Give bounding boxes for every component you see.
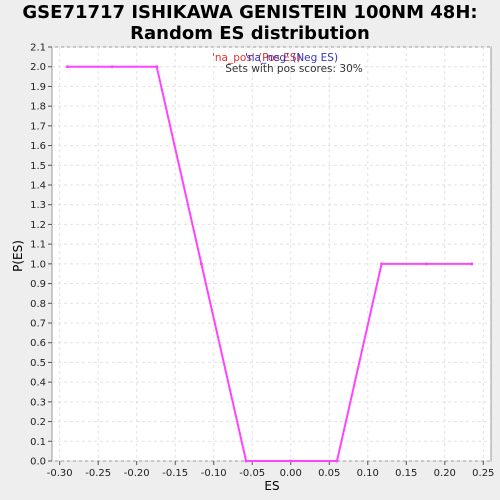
x-tick-label: -0.20 bbox=[124, 468, 150, 479]
x-tick-label: -0.30 bbox=[47, 468, 73, 479]
legend-entry-pos: 'na_pos' (Pos ES) bbox=[212, 52, 301, 64]
x-tick-label: -0.10 bbox=[201, 468, 227, 479]
x-tick-label: -0.25 bbox=[85, 468, 111, 479]
y-tick-label: 0.0 bbox=[30, 457, 46, 468]
y-tick-label: 1.6 bbox=[30, 141, 46, 152]
series-group bbox=[65, 65, 474, 463]
y-tick-label: 1.2 bbox=[30, 220, 46, 231]
y-tick-label: 1.3 bbox=[30, 200, 46, 211]
y-tick-label: 1.9 bbox=[30, 82, 46, 93]
series-point bbox=[155, 65, 159, 69]
chart-title-line-2: Random ES distribution bbox=[130, 23, 370, 44]
series-point bbox=[65, 65, 69, 69]
series-point bbox=[470, 262, 474, 266]
y-axis: 0.0 0.1 0.2 0.3 0.4 0.5 0.6 0.7 0.8 0.9 1.0 1.1 1.2 1… bbox=[30, 43, 52, 468]
y-tick-label: 1.1 bbox=[30, 240, 46, 251]
y-tick-label: 0.2 bbox=[30, 417, 46, 428]
x-tick-label: 0.15 bbox=[395, 468, 417, 479]
chart-title-line-1: GSE71717 ISHIKAWA GENISTEIN 100NM 48H: bbox=[22, 2, 478, 23]
series-line bbox=[67, 65, 472, 462]
legend-entry-neg: 'na_neg' (Neg ES) bbox=[245, 52, 338, 64]
x-axis: -0.30 -0.25 -0.20 -0.15 -0.10 -0.05 0.00 0.05 0.… bbox=[47, 461, 494, 479]
y-tick-label: 1.0 bbox=[30, 259, 46, 270]
y-tick-label: 0.5 bbox=[30, 358, 46, 369]
series-point bbox=[335, 459, 339, 463]
series-point bbox=[424, 262, 428, 266]
series-point bbox=[110, 65, 114, 69]
y-tick-label: 0.9 bbox=[30, 279, 46, 290]
y-tick-label: 1.4 bbox=[30, 181, 46, 192]
y-tick-label: 0.7 bbox=[30, 319, 46, 330]
y-tick-label: 0.8 bbox=[30, 299, 46, 310]
series-point bbox=[244, 459, 248, 463]
y-tick-label: 0.6 bbox=[30, 338, 46, 349]
y-tick-label: 0.4 bbox=[30, 378, 46, 389]
chart-title: GSE71717 ISHIKAWA GENISTEIN 100NM 48H: R… bbox=[0, 2, 500, 44]
y-tick-label: 0.3 bbox=[30, 397, 46, 408]
x-tick-label: 0.25 bbox=[472, 468, 494, 479]
plot-background bbox=[51, 46, 492, 462]
y-tick-label: 1.5 bbox=[30, 161, 46, 172]
series-point bbox=[289, 459, 293, 463]
x-axis-title: ES bbox=[264, 479, 279, 493]
legend-subtitle: Sets with pos scores: 30% bbox=[225, 63, 362, 75]
x-tick-label: -0.05 bbox=[239, 468, 265, 479]
y-tick-label: 0.1 bbox=[30, 437, 46, 448]
series-point bbox=[199, 262, 203, 266]
x-tick-label: 0.00 bbox=[280, 468, 302, 479]
x-tick-label: 0.05 bbox=[318, 468, 340, 479]
y-tick-label: 1.7 bbox=[30, 121, 46, 132]
x-tick-label: 0.10 bbox=[357, 468, 379, 479]
x-tick-label: 0.20 bbox=[434, 468, 456, 479]
legend: 'na_pos' (Pos ES) 'na_neg' (Neg ES) Sets… bbox=[212, 52, 363, 75]
y-axis-title: P(ES) bbox=[11, 240, 25, 272]
y-tick-label: 2.1 bbox=[30, 43, 46, 54]
x-tick-label: -0.15 bbox=[162, 468, 188, 479]
series-point bbox=[380, 262, 384, 266]
y-tick-label: 1.8 bbox=[30, 102, 46, 113]
y-tick-label: 2.0 bbox=[30, 62, 46, 73]
